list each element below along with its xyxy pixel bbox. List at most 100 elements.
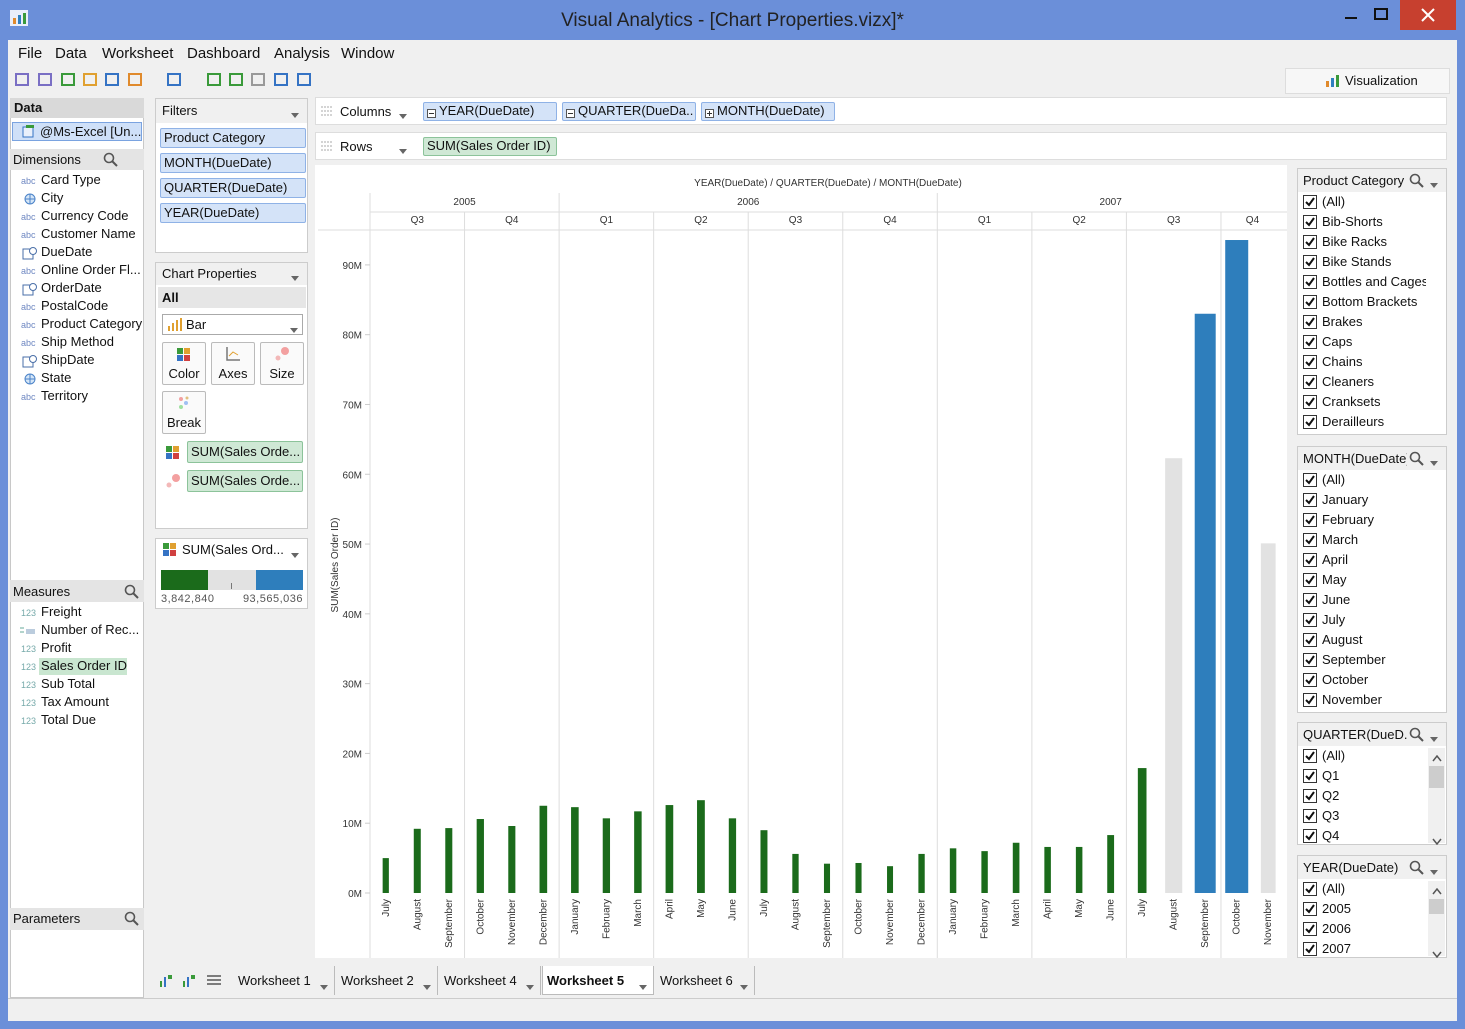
- filter-card-item[interactable]: May: [1322, 572, 1347, 587]
- toolbar-button[interactable]: [273, 71, 289, 87]
- filter-card-item[interactable]: Brakes: [1322, 314, 1363, 329]
- dimension-field[interactable]: Currency Code: [41, 208, 129, 223]
- filter-card-item[interactable]: Bottles and Cages: [1322, 274, 1426, 289]
- worksheet-tab[interactable]: [439, 966, 541, 995]
- filter-card-item[interactable]: Q2: [1322, 788, 1340, 803]
- checkbox[interactable]: [1303, 355, 1317, 369]
- measure-field[interactable]: Number of Rec...: [41, 622, 140, 637]
- menu-item[interactable]: File: [18, 45, 43, 62]
- checkbox[interactable]: [1303, 315, 1317, 329]
- filter-card-item[interactable]: Chains: [1322, 354, 1363, 369]
- filter-card-item[interactable]: (All): [1322, 748, 1346, 763]
- column-pill[interactable]: [701, 102, 835, 121]
- menu-item[interactable]: Window: [341, 45, 395, 62]
- dimension-field[interactable]: Customer Name: [41, 226, 136, 241]
- menu-item[interactable]: Dashboard: [187, 45, 261, 62]
- toolbar-button[interactable]: [228, 71, 244, 87]
- filter-pill[interactable]: [160, 153, 306, 173]
- filter-pill[interactable]: [160, 128, 306, 148]
- filter-card-item[interactable]: (All): [1322, 881, 1346, 896]
- checkbox[interactable]: [1303, 673, 1317, 687]
- filter-card-item[interactable]: Cleaners: [1322, 374, 1375, 389]
- checkbox[interactable]: [1303, 942, 1317, 956]
- filter-card-item[interactable]: 2005: [1322, 901, 1351, 916]
- menu-item[interactable]: Worksheet: [102, 45, 174, 62]
- filter-card-item[interactable]: Q1: [1322, 768, 1340, 783]
- checkbox[interactable]: [1303, 375, 1317, 389]
- checkbox[interactable]: [1303, 533, 1317, 547]
- data-source[interactable]: [12, 122, 142, 141]
- toolbar-button[interactable]: [60, 71, 76, 87]
- checkbox[interactable]: [1303, 395, 1317, 409]
- filter-card-item[interactable]: April: [1322, 552, 1349, 567]
- filter-card-item[interactable]: Caps: [1322, 334, 1353, 349]
- visualization-tab[interactable]: [1285, 68, 1450, 94]
- filter-card-item[interactable]: Derailleurs: [1322, 414, 1385, 429]
- filter-card-item[interactable]: June: [1322, 592, 1351, 607]
- checkbox[interactable]: [1303, 882, 1317, 896]
- menu-item[interactable]: Analysis: [274, 45, 330, 62]
- dimension-field[interactable]: ShipDate: [41, 352, 95, 367]
- toolbar-button[interactable]: [206, 71, 222, 87]
- dimension-field[interactable]: Territory: [41, 388, 88, 403]
- filter-card-item[interactable]: 2007: [1322, 941, 1351, 956]
- filter-card-item[interactable]: Cranksets: [1322, 394, 1381, 409]
- filter-card-item[interactable]: Bib-Shorts: [1322, 214, 1383, 229]
- column-pill[interactable]: [423, 102, 557, 121]
- checkbox[interactable]: [1303, 613, 1317, 627]
- checkbox[interactable]: [1303, 275, 1317, 289]
- toolbar-button[interactable]: [250, 71, 266, 87]
- toolbar-button[interactable]: [296, 71, 312, 87]
- filter-card-item[interactable]: Bottom Brackets: [1322, 294, 1418, 309]
- toolbar-button[interactable]: [82, 71, 98, 87]
- dimension-field[interactable]: Ship Method: [41, 334, 114, 349]
- encoding-pill[interactable]: [187, 470, 303, 492]
- measure-field[interactable]: Freight: [41, 604, 82, 619]
- filter-card-item[interactable]: November: [1322, 692, 1382, 707]
- filter-card-item[interactable]: January: [1322, 492, 1369, 507]
- checkbox[interactable]: [1303, 553, 1317, 567]
- filter-pill[interactable]: [160, 203, 306, 223]
- maximize[interactable]: [1374, 8, 1388, 20]
- toolbar-button[interactable]: [37, 71, 53, 87]
- toolbar-button[interactable]: [14, 71, 30, 87]
- property-button[interactable]: [162, 391, 206, 434]
- dimension-field[interactable]: City: [41, 190, 64, 205]
- dimension-field[interactable]: Product Category: [41, 316, 143, 331]
- checkbox[interactable]: [1303, 769, 1317, 783]
- filter-pill[interactable]: [160, 178, 306, 198]
- filter-card-item[interactable]: 2006: [1322, 921, 1351, 936]
- dimension-field[interactable]: Card Type: [41, 172, 101, 187]
- scrollbar-thumb[interactable]: [1429, 899, 1444, 915]
- filter-card-item[interactable]: February: [1322, 512, 1375, 527]
- checkbox[interactable]: [1303, 829, 1317, 843]
- checkbox[interactable]: [1303, 922, 1317, 936]
- checkbox[interactable]: [1303, 295, 1317, 309]
- toolbar-button[interactable]: [104, 71, 120, 87]
- checkbox[interactable]: [1303, 195, 1317, 209]
- worksheet-tab[interactable]: [542, 966, 654, 995]
- toolbar-button[interactable]: [127, 71, 143, 87]
- toolbar-button[interactable]: [166, 71, 182, 87]
- filter-card-item[interactable]: October: [1322, 672, 1369, 687]
- filter-card-item[interactable]: August: [1322, 632, 1363, 647]
- checkbox[interactable]: [1303, 513, 1317, 527]
- checkbox[interactable]: [1303, 335, 1317, 349]
- mark-type-dropdown[interactable]: [162, 314, 303, 335]
- measure-field[interactable]: Tax Amount: [41, 694, 109, 709]
- column-pill[interactable]: [562, 102, 696, 121]
- filter-card-item[interactable]: (All): [1322, 472, 1346, 487]
- measure-field[interactable]: Sales Order ID: [41, 658, 127, 673]
- checkbox[interactable]: [1303, 215, 1317, 229]
- menu-item[interactable]: Data: [55, 45, 87, 62]
- filter-card-item[interactable]: Bike Stands: [1322, 254, 1392, 269]
- checkbox[interactable]: [1303, 235, 1317, 249]
- dimension-field[interactable]: DueDate: [41, 244, 93, 259]
- property-button[interactable]: [211, 342, 255, 385]
- row-pill[interactable]: [423, 137, 557, 156]
- measure-field[interactable]: Profit: [41, 640, 72, 655]
- checkbox[interactable]: [1303, 255, 1317, 269]
- checkbox[interactable]: [1303, 749, 1317, 763]
- filter-card-item[interactable]: March: [1322, 532, 1359, 547]
- encoding-pill[interactable]: [187, 441, 303, 463]
